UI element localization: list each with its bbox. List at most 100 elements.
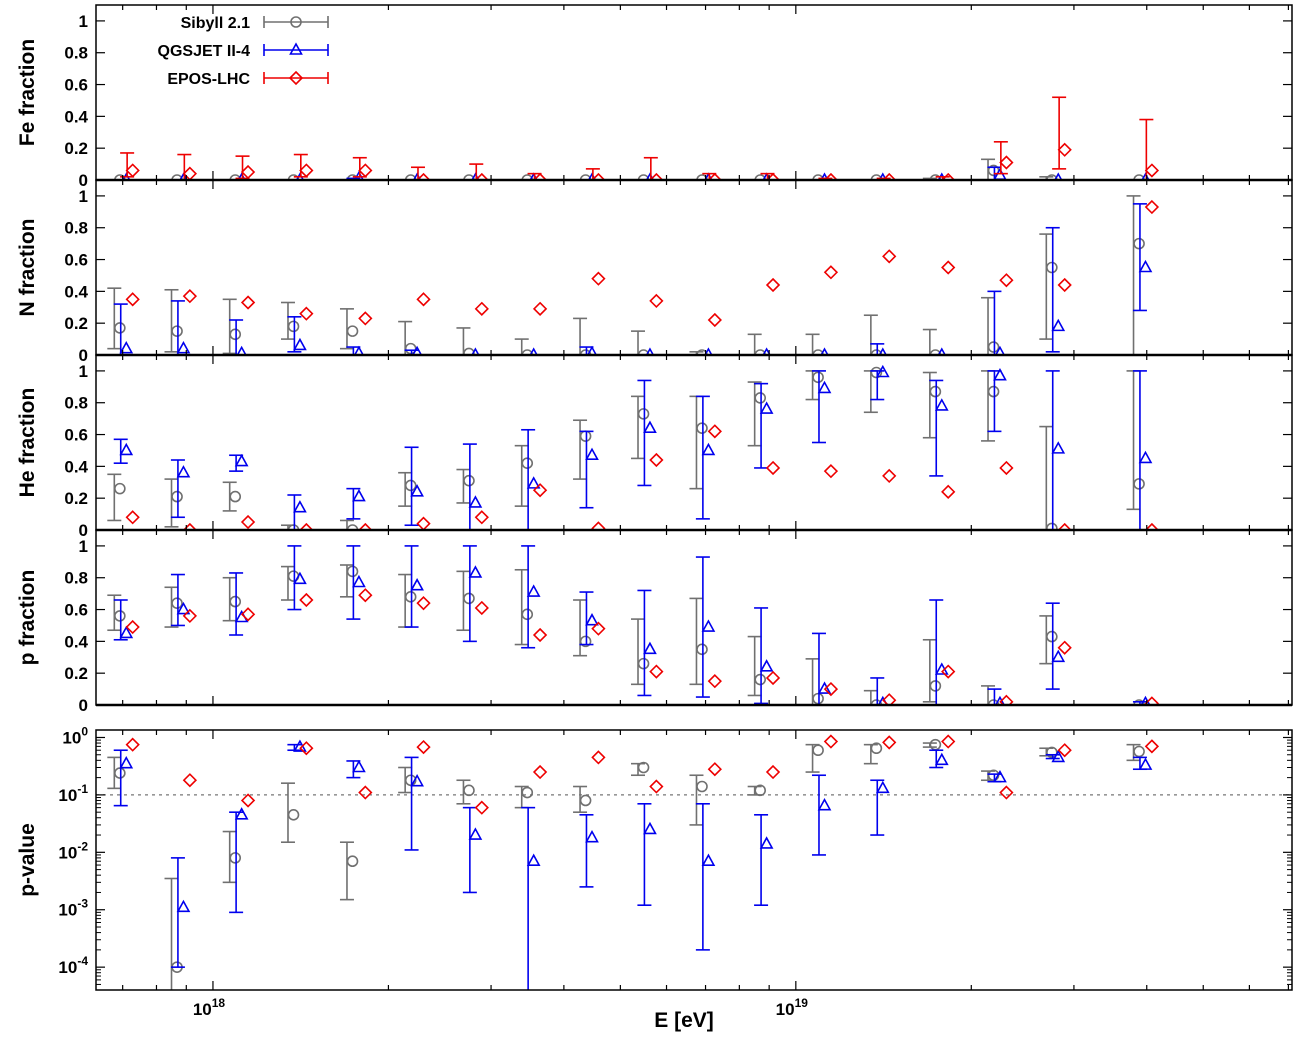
point-he-0	[929, 385, 942, 398]
point-p-2	[1144, 696, 1160, 705]
point-p-0	[1133, 699, 1145, 705]
ytick-label-n: 0	[79, 346, 88, 365]
ytick-label-pvalue: 10-4	[58, 954, 88, 977]
point-pvalue-0	[287, 809, 300, 821]
point-he-1	[701, 442, 716, 456]
point-fe-0	[929, 174, 942, 180]
point-fe-0	[637, 174, 650, 180]
ytick-label-fe: 0.4	[64, 107, 88, 126]
point-pvalue-2	[532, 764, 548, 780]
ytick-label-he: 0.2	[64, 489, 88, 508]
panel-frame-p	[95, 529, 1293, 706]
point-n-0	[812, 349, 824, 355]
point-p-2	[416, 596, 431, 611]
point-he-0	[114, 482, 126, 495]
point-p-2	[823, 681, 839, 697]
ytick-label-base: 10	[58, 843, 77, 862]
ytick-label-pvalue: 10-1	[58, 782, 88, 805]
point-he-1	[817, 380, 832, 394]
legend-label-1: QGSJET II-4	[158, 43, 251, 60]
point-he-0	[346, 524, 359, 530]
point-he-2	[1144, 522, 1160, 530]
ytick-label-fe: 0.2	[64, 139, 88, 158]
point-p-0	[521, 608, 534, 621]
point-p-0	[346, 565, 359, 578]
point-n-0	[287, 320, 300, 333]
ytick-label-pvalue: 10-3	[58, 897, 88, 920]
point-pvalue-0	[929, 738, 942, 751]
legend-marker-2	[288, 70, 304, 86]
ytick-label-n: 0.4	[64, 282, 88, 301]
point-pvalue-0	[114, 767, 126, 779]
point-p-2	[941, 664, 956, 679]
ytick-label-he: 1	[79, 362, 88, 381]
point-pvalue-1	[352, 759, 366, 773]
point-he-0	[579, 430, 592, 442]
point-he-0	[812, 371, 824, 384]
xtick-label-exp: 18	[212, 996, 226, 1010]
marks-layer	[107, 96, 1160, 990]
point-fe-2	[125, 163, 140, 178]
point-he-0	[521, 457, 534, 469]
point-p-2	[649, 664, 664, 679]
point-n-1	[176, 340, 191, 354]
point-n-2	[240, 295, 256, 310]
ytick-label-n: 0.6	[64, 251, 88, 270]
frame-layer	[95, 4, 1293, 991]
point-fe-0	[521, 174, 534, 180]
point-n-2	[707, 312, 722, 328]
point-he-2	[941, 484, 956, 499]
point-pvalue-2	[1144, 739, 1160, 754]
point-n-0	[579, 349, 592, 355]
point-pvalue-1	[119, 756, 134, 769]
point-p-1	[410, 578, 424, 591]
point-n-1	[994, 345, 1006, 355]
point-p-2	[591, 621, 606, 636]
panel-frame-n	[95, 179, 1293, 356]
point-fe-2	[358, 163, 373, 178]
point-n-2	[823, 265, 839, 280]
point-pvalue-0	[1133, 745, 1145, 758]
point-p-1	[585, 613, 599, 626]
point-pvalue-2	[240, 793, 256, 808]
point-pvalue-2	[299, 741, 314, 756]
point-he-1	[875, 364, 890, 378]
point-p-2	[474, 600, 489, 616]
point-n-1	[236, 345, 247, 355]
ytick-label-n: 0.2	[64, 314, 88, 333]
point-n-1	[1051, 318, 1066, 332]
point-p-1	[176, 601, 191, 615]
point-fe-0	[346, 174, 359, 180]
point-fe-2	[649, 172, 664, 180]
point-he-1	[1051, 441, 1066, 454]
ytick-label-exp: -2	[77, 839, 88, 853]
point-he-0	[1046, 522, 1058, 530]
text-layer: 0 0.2 0.4 0.6 0.8 1 Fe fraction 0 0.2 0.4 0.6 0.8 1 N…	[16, 12, 808, 1032]
point-he-0	[287, 524, 300, 530]
point-fe-2	[299, 163, 314, 178]
point-pvalue-2	[591, 750, 606, 765]
point-pvalue-1	[817, 797, 832, 811]
point-n-2	[474, 301, 489, 316]
point-he-1	[585, 447, 599, 461]
ytick-label-fe: 0	[79, 171, 88, 190]
point-pvalue-1	[526, 853, 541, 867]
point-he-2	[707, 424, 722, 439]
point-he-1	[468, 495, 483, 508]
point-n-2	[1144, 199, 1160, 215]
ytick-label-p: 0	[79, 696, 88, 715]
point-n-0	[870, 349, 883, 355]
point-p-1	[701, 619, 716, 632]
point-he-2	[532, 483, 548, 498]
ytick-label-he: 0.8	[64, 394, 88, 413]
point-p-2	[358, 588, 373, 603]
point-p-1	[1051, 649, 1066, 663]
point-n-2	[591, 271, 606, 286]
point-he-2	[591, 521, 606, 530]
point-pvalue-1	[410, 774, 424, 787]
point-he-2	[649, 452, 664, 468]
point-n-0	[696, 349, 708, 355]
ytick-label-base: 10	[58, 786, 77, 805]
y-axis-title-n: N fraction	[16, 218, 39, 316]
point-pvalue-2	[125, 737, 140, 752]
